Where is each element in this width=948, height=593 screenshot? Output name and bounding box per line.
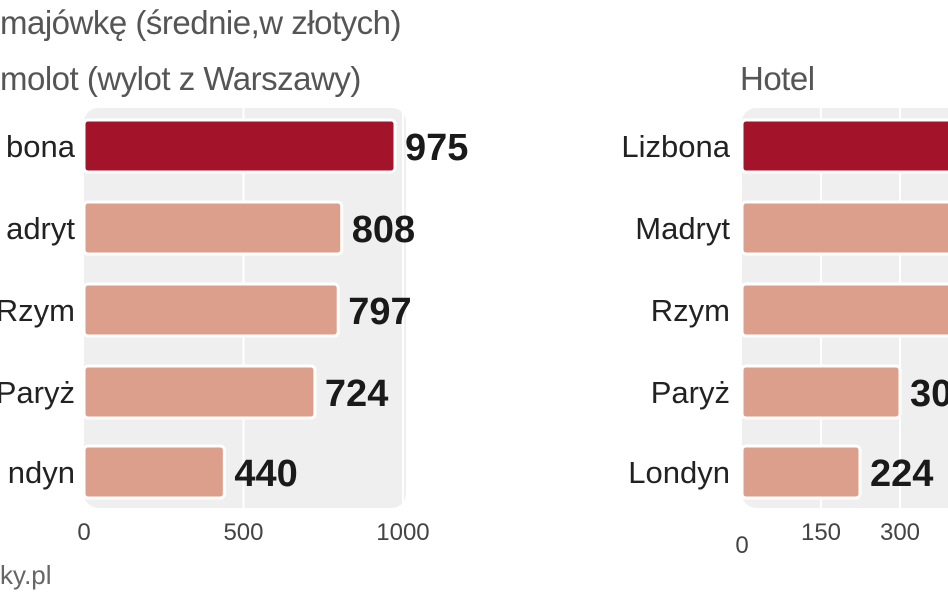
- chart-1-bar: [740, 282, 948, 338]
- chart-1-value-label: 30: [910, 373, 948, 415]
- chart-1-category-label: Paryż: [651, 375, 730, 410]
- chart-1-category-label: Lizbona: [621, 129, 730, 164]
- chart-0-category-label: bona: [6, 129, 76, 164]
- right-chart-subtitle: Hotel: [740, 60, 815, 97]
- chart-1-category-label: Madryt: [635, 211, 730, 246]
- chart-1-bar: [740, 364, 902, 420]
- chart-1-tick-label: 150: [801, 519, 841, 546]
- chart-1-bar: [740, 200, 948, 256]
- chart-1-tick-label: 300: [880, 519, 920, 546]
- chart-0-tick-label: 0: [77, 519, 90, 546]
- source-label: ky.pl: [0, 560, 52, 590]
- chart-1-value-label: 224: [870, 453, 933, 495]
- chart-0-bar: [82, 444, 226, 500]
- chart-0-bar: [82, 118, 397, 174]
- chart-0-value-label: 440: [234, 453, 297, 495]
- chart-0-bar: [82, 364, 317, 420]
- chart-0-bar: [82, 282, 340, 338]
- chart-0-category-label: Rzym: [0, 293, 75, 328]
- chart-1-category-label: Londyn: [628, 455, 730, 490]
- chart-0-tick-label: 1000: [376, 519, 429, 546]
- chart-0-value-label: 797: [348, 291, 411, 333]
- chart-1-tick-label: 0: [735, 532, 748, 559]
- chart-0-category-label: adryt: [6, 211, 75, 246]
- chart-0-tick-label: 500: [223, 519, 263, 546]
- chart-1-bar: [740, 444, 862, 500]
- chart-1-bar: [740, 118, 948, 174]
- chart-1-category-label: Rzym: [651, 293, 730, 328]
- chart-0-category-label: Paryż: [0, 375, 75, 410]
- chart-title: majówkę (średnie,w złotych): [0, 4, 401, 41]
- chart-0-category-label: ndyn: [8, 455, 75, 490]
- left-chart-subtitle: molot (wylot z Warszawy): [0, 60, 361, 97]
- chart-0-value-label: 724: [325, 373, 388, 415]
- chart-0-bar: [82, 200, 344, 256]
- chart-0-value-label: 808: [352, 209, 415, 251]
- chart-0-value-label: 975: [405, 127, 468, 169]
